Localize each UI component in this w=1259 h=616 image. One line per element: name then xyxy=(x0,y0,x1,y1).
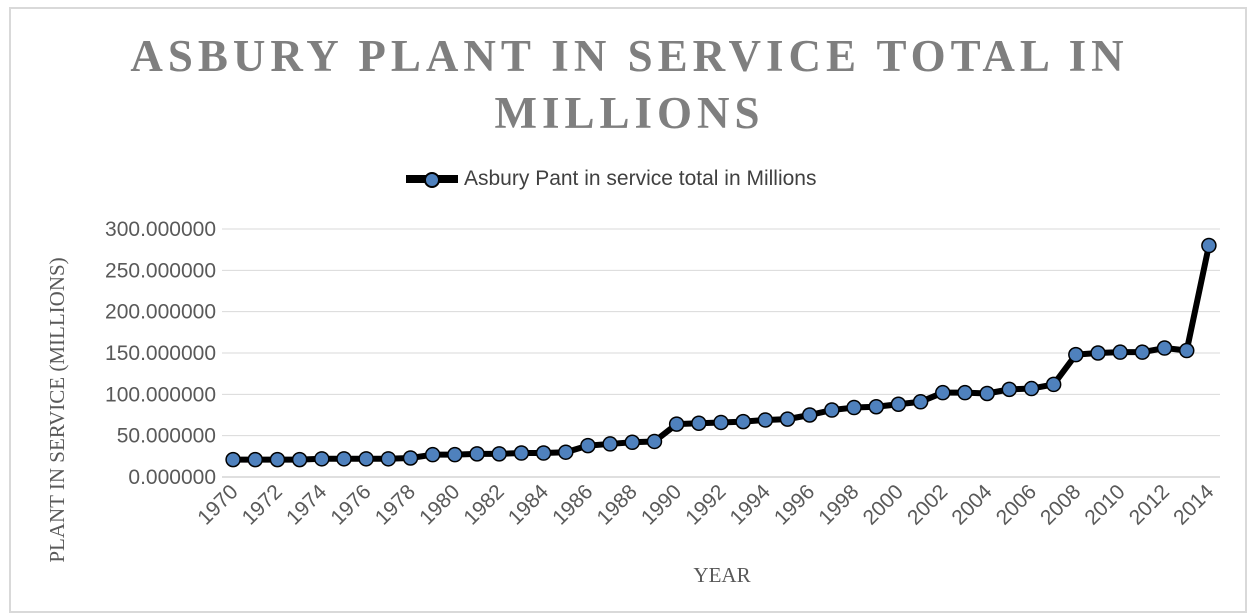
x-axis-tick-labels: 1970197219741976197819801982198419861988… xyxy=(193,480,1218,530)
y-tick-label: 300.000000 xyxy=(105,218,216,241)
x-tick-label: 1998 xyxy=(814,480,863,529)
data-point xyxy=(757,412,774,428)
data-point xyxy=(779,411,796,427)
legend-marker xyxy=(424,172,440,188)
x-tick-label: 2014 xyxy=(1169,480,1219,530)
data-point xyxy=(380,451,397,467)
y-tick-label: 0.000000 xyxy=(128,466,216,489)
data-point xyxy=(1001,381,1018,398)
chart-title: ASBURY PLANT IN SERVICE TOTAL IN MILLION… xyxy=(130,31,1129,138)
data-point xyxy=(513,445,530,461)
data-point xyxy=(1112,344,1128,360)
data-point xyxy=(668,416,685,432)
x-tick-label: 1984 xyxy=(504,480,554,530)
data-point xyxy=(624,434,641,451)
x-tick-label: 1988 xyxy=(593,480,642,529)
x-tick-label: 2012 xyxy=(1125,480,1174,529)
data-point xyxy=(713,414,729,431)
data-point xyxy=(535,445,552,461)
data-point xyxy=(491,446,507,462)
data-point xyxy=(1134,344,1151,360)
data-point xyxy=(336,451,352,467)
y-tick-label: 100.000000 xyxy=(105,383,216,406)
x-axis-title: YEAR xyxy=(693,563,750,587)
x-tick-label: 1978 xyxy=(371,480,420,529)
x-tick-label: 2000 xyxy=(859,480,908,529)
data-point xyxy=(424,446,441,463)
data-point xyxy=(1023,380,1040,397)
x-tick-label: 2002 xyxy=(903,480,952,529)
gridlines xyxy=(222,228,1220,478)
chart-frame xyxy=(9,7,1247,613)
data-point xyxy=(801,407,818,423)
data-point xyxy=(602,436,618,452)
data-point xyxy=(225,451,241,468)
data-point xyxy=(469,446,485,462)
data-point xyxy=(1156,340,1173,356)
x-tick-label: 1992 xyxy=(681,480,730,529)
data-point xyxy=(314,451,330,467)
data-point xyxy=(447,446,463,463)
data-point xyxy=(691,415,707,432)
data-point xyxy=(558,444,574,460)
data-point xyxy=(979,385,995,402)
x-tick-label: 1982 xyxy=(459,480,508,529)
x-tick-label: 1994 xyxy=(726,480,776,530)
x-tick-label: 1996 xyxy=(770,480,819,529)
x-tick-label: 1974 xyxy=(282,480,332,530)
x-tick-label: 2008 xyxy=(1036,480,1085,529)
legend-swatch xyxy=(404,164,460,194)
data-point xyxy=(935,384,951,401)
data-point xyxy=(957,384,973,401)
data-point xyxy=(824,402,840,418)
y-tick-label: 200.000000 xyxy=(105,301,216,324)
series-layer xyxy=(225,237,1217,468)
data-point xyxy=(868,398,884,415)
data-point xyxy=(402,450,419,466)
x-tick-label: 2006 xyxy=(992,480,1041,529)
data-point xyxy=(1201,237,1217,254)
data-point xyxy=(646,433,663,450)
x-tick-label: 2010 xyxy=(1080,480,1129,529)
x-tick-label: 1986 xyxy=(548,480,597,529)
y-tick-label: 150.000000 xyxy=(105,342,216,365)
data-point xyxy=(269,451,286,468)
x-tick-label: 2004 xyxy=(947,480,997,530)
y-tick-label: 250.000000 xyxy=(105,259,216,282)
legend-label: Asbury Pant in service total in Millions xyxy=(464,167,817,190)
y-axis-tick-labels: 0.000000 50.000000 100.000000 150.000000 200… xyxy=(105,218,216,489)
y-tick-label: 50.000000 xyxy=(117,425,216,448)
x-tick-label: 1990 xyxy=(637,480,686,529)
data-point xyxy=(1090,345,1106,361)
data-point xyxy=(291,451,308,468)
data-point xyxy=(247,451,264,468)
data-point xyxy=(735,413,751,430)
data-point xyxy=(1045,376,1062,393)
data-point xyxy=(1068,346,1084,363)
x-tick-label: 1980 xyxy=(415,480,464,529)
data-point xyxy=(890,396,907,413)
data-point xyxy=(1178,342,1195,359)
x-tick-label: 1972 xyxy=(238,480,287,529)
legend: Asbury Pant in service total in Millions xyxy=(404,164,816,194)
data-point xyxy=(358,451,374,467)
data-point xyxy=(580,437,596,454)
x-tick-label: 1976 xyxy=(326,480,375,529)
data-point xyxy=(912,394,929,410)
data-point xyxy=(846,399,862,416)
y-axis-title: PLANT IN SERVICE (MILLIONS) xyxy=(45,257,69,562)
